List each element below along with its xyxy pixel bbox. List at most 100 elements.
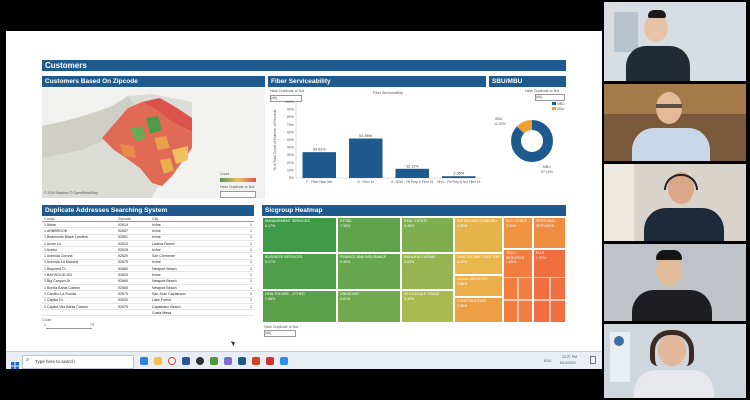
video-tile-1[interactable] — [604, 2, 746, 81]
pdf-icon[interactable] — [266, 357, 274, 365]
teams-icon[interactable] — [224, 357, 232, 365]
video-tile-5[interactable] — [604, 324, 746, 398]
zipcode-map-svg — [42, 94, 192, 198]
y-tick-label: 50% — [287, 138, 294, 142]
powerpoint-icon[interactable] — [252, 357, 260, 365]
treemap-tile[interactable]: HEALTHCARE - DOCTOR 4.02% — [454, 253, 503, 275]
table-row[interactable]: 1 Abbie 92614 Irvine 1 — [42, 221, 254, 229]
x-tick-label: N - Fiber Lit — [357, 180, 374, 184]
treemap-subtile[interactable] — [518, 277, 533, 300]
count-cell — [244, 309, 254, 317]
notification-icon[interactable] — [590, 356, 596, 364]
task-view-icon[interactable] — [140, 357, 148, 365]
heatmap-filter-label: Have Duplicate or Not — [264, 325, 299, 329]
treemap-tile[interactable]: EATING AND DRINKING 4.02% — [454, 217, 503, 253]
app-icon[interactable] — [196, 357, 204, 365]
tile-value: 8.17% — [265, 259, 276, 264]
table-row[interactable]: 1 Acebo 92618 Irvine 1 — [42, 246, 254, 254]
treemap-tile[interactable]: UNKNOWN 6.61% — [337, 290, 401, 323]
language-indicator[interactable]: ENG — [544, 359, 552, 363]
treemap-subtile[interactable] — [549, 300, 566, 323]
col-header-compl[interactable]: Compl. — [42, 217, 116, 222]
y-tick-label: 80% — [287, 115, 294, 119]
shared-screen: Customers Customers Based On Zipcode © 2… — [6, 31, 602, 369]
file-explorer-icon[interactable] — [154, 357, 162, 365]
word-icon[interactable] — [182, 357, 190, 365]
table-row[interactable]: 1 Beachside Blake Landers 92651 Irvine 1 — [42, 234, 254, 241]
treemap-subtile[interactable] — [533, 300, 550, 323]
treemap-tile[interactable]: SCC OTHER 3.51% — [503, 217, 533, 249]
table-row[interactable]: 1 Big Canyon Dr 92660 Newport Beach 1 — [42, 278, 254, 285]
treemap-subtile[interactable] — [503, 277, 518, 300]
chrome-icon[interactable] — [168, 357, 176, 365]
treemap-subtile[interactable] — [549, 277, 566, 300]
map-dup-filter-select[interactable] — [220, 191, 256, 198]
treemap-tile[interactable]: CONSTRUCTION 3.55% — [454, 297, 503, 323]
table-row[interactable]: 1 Acorn Ln 92610 Ladera Ranch 1 — [42, 240, 254, 248]
zipcode-cell: 92603 — [116, 271, 150, 279]
tile-value: 4.02% — [457, 259, 468, 264]
clock-date[interactable]: 5/14/2020 — [560, 361, 576, 365]
treemap-tile[interactable]: PERSONAL SERVICES — [533, 217, 566, 249]
table-row[interactable]: 1 Baycrest Ct 92660 Newport Beach 1 — [42, 265, 254, 273]
table-row[interactable]: 1 ARBBROOK 92657 Irvine 1 — [42, 227, 254, 235]
treemap-tile[interactable]: RETAIL 7.35% — [337, 217, 401, 253]
treemap-subtile[interactable] — [518, 300, 533, 323]
treemap-tile[interactable]: REAL ESTATE 6.46% — [401, 217, 454, 253]
table-row[interactable]: 1 Bonita Bahia Canton 92660 Newport Beach 1 — [42, 284, 254, 292]
excel-icon[interactable] — [210, 357, 218, 365]
legend-mbu-label: MBU — [557, 101, 565, 106]
table-row[interactable]: 1 Capitol Dr 92630 Lake Forest 1 — [42, 297, 254, 304]
treemap-tile[interactable]: LEGAL SERVICES 3.69% — [454, 275, 503, 297]
sbu-slice-label: SBU — [495, 117, 503, 121]
map-copyright: © 2019 Mapbox © OpenStreetMap — [44, 191, 98, 195]
treemap-subtile[interactable] — [503, 300, 518, 323]
tile-label: MANAGEMENT SERVICES — [265, 219, 310, 223]
count-cell: 1 — [244, 246, 254, 254]
video-tile-2[interactable] — [604, 84, 746, 161]
count-legend-label: Count — [220, 172, 230, 176]
fiber-filter-select[interactable]: (All) — [270, 95, 302, 102]
participant-body — [644, 208, 724, 241]
table-row[interactable]: 1 Avenida Corona 92629 San Clemente 1 — [42, 252, 254, 260]
tableau-icon[interactable] — [238, 357, 246, 365]
sbu-filter-label: Have Duplicate or Not — [525, 89, 560, 93]
treemap-tile[interactable]: FINANCE AND INSURANCE 6.96% — [337, 253, 401, 290]
tile-label: UNKNOWN — [340, 292, 359, 296]
taskbar-search-box[interactable]: ⌕ Type here to search — [22, 355, 134, 369]
treemap-tile[interactable]: WHOLESALE TRADE 5.36% — [401, 290, 454, 323]
zipcode-cell: 92610 — [116, 240, 150, 248]
table-row[interactable]: Costa Mesa — [42, 309, 254, 317]
address-cell: 1 Avenida Corona — [42, 252, 116, 260]
zoom-icon[interactable] — [280, 357, 288, 365]
y-tick-label: 10% — [287, 168, 294, 172]
windows-start-icon[interactable] — [11, 357, 19, 369]
tile-label: R-LS — [536, 251, 545, 255]
zipcode-cell: 92618 — [116, 246, 150, 254]
treemap-tile[interactable]: HEALTHCARE - OTHER 7.88% — [262, 290, 337, 323]
donut-slice-sbu[interactable] — [511, 120, 553, 162]
bar-value-label: 34.01% — [313, 148, 327, 152]
treemap-tile[interactable]: BUSINESS SERVICES 8.17% — [262, 253, 337, 290]
table-row[interactable]: 1 BAYWOOD DN 92603 Irvine 1 — [42, 271, 254, 279]
tile-label: HEALTHCARE - OTHER — [265, 292, 305, 296]
count-slider-track[interactable] — [46, 328, 92, 329]
heatmap-filter-select[interactable]: (All) — [264, 330, 296, 337]
zip-region-mid — [160, 158, 174, 174]
table-row[interactable]: 1 Capitol Vila Bahia Canton 92675 Capistra… — [42, 303, 254, 311]
participant-hair — [656, 250, 682, 260]
clock-time[interactable]: 12:27 PM — [562, 355, 577, 359]
treemap-tile[interactable]: MANAGEMENT SERVICES 6.17% — [262, 217, 337, 253]
video-tile-3[interactable] — [604, 164, 746, 241]
address-cell: 1 Abbie — [42, 221, 116, 229]
table-row[interactable]: 1 Camino La Ronda 92675 San Juan Capistran… — [42, 290, 254, 298]
col-header-zipcode[interactable]: Zipcode — [116, 217, 150, 222]
treemap-subtile[interactable] — [533, 277, 550, 300]
video-tile-4[interactable] — [604, 244, 746, 321]
sbu-filter-select[interactable]: (All) — [535, 94, 565, 101]
zipcode-map[interactable]: © 2019 Mapbox © OpenStreetMap Count Have… — [42, 88, 265, 198]
col-header-city[interactable]: City — [150, 217, 244, 222]
table-row[interactable]: 1 Avenida La Manche 92675 Irvine 1 — [42, 259, 254, 267]
col-header-count[interactable] — [244, 217, 254, 222]
treemap-tile[interactable]: MANUFACTURING 5.83% — [401, 253, 454, 290]
